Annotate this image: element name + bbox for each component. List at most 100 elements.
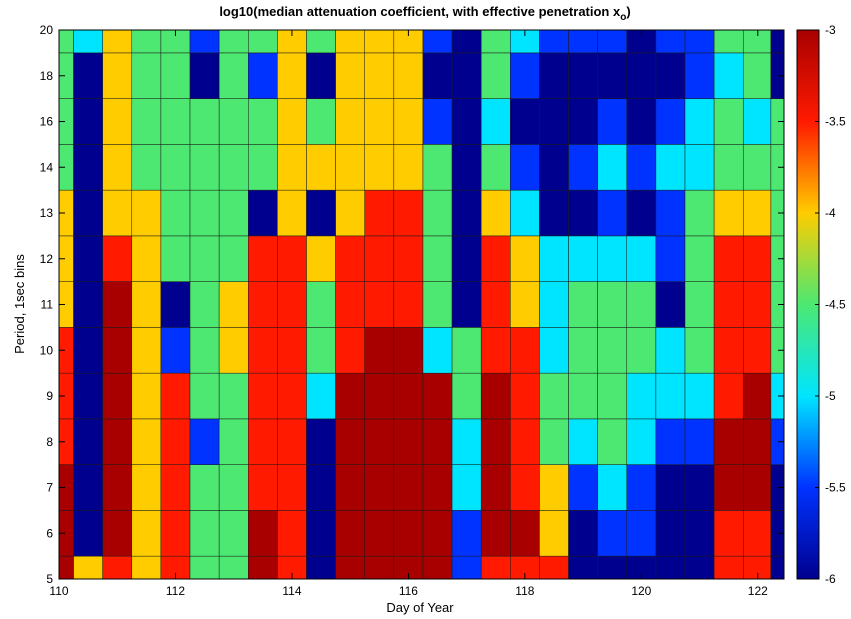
contour-cell: [510, 372, 540, 420]
contour-cell: [364, 464, 395, 511]
contour-cell: [597, 372, 628, 420]
contour-cell: [160, 281, 191, 328]
chart-title: log10(median attenuation coefficient, wi…: [219, 4, 630, 23]
contour-cell: [626, 464, 657, 511]
contour-cell: [102, 52, 133, 99]
contour-cell: [306, 418, 336, 465]
contour-cell: [58, 29, 74, 54]
contour-cell: [713, 555, 744, 580]
contour-cell: [218, 555, 249, 580]
contour-cell: [568, 372, 598, 420]
contour-cell: [742, 29, 772, 54]
contour-cell: [102, 29, 133, 54]
contour-cell: [218, 464, 249, 511]
contour-cell: [306, 510, 336, 557]
y-tick-label: 5: [46, 572, 53, 586]
contour-cell: [510, 281, 540, 328]
contour-cell: [277, 52, 307, 99]
contour-cell: [422, 98, 453, 145]
contour-cell: [306, 327, 336, 374]
contour-cell: [626, 510, 657, 557]
contour-cell: [655, 235, 686, 282]
contour-cell: [684, 52, 715, 99]
contour-cell: [684, 372, 715, 420]
contour-cell: [393, 418, 424, 465]
contour-cell: [248, 555, 278, 580]
y-tick-label: 9: [46, 389, 53, 403]
contour-cell: [189, 327, 220, 374]
contour-cell: [306, 372, 336, 420]
contour-cell: [597, 510, 628, 557]
contour-cell: [102, 464, 133, 511]
contour-cell: [539, 98, 569, 145]
contour-cell: [713, 235, 744, 282]
contour-cell: [568, 235, 598, 282]
contour-cell: [306, 464, 336, 511]
contour-cell: [335, 235, 365, 282]
contour-cell: [364, 555, 395, 580]
contour-cell: [539, 281, 569, 328]
y-tick-label: 13: [40, 206, 54, 220]
contour-cell: [451, 555, 482, 580]
contour-cell: [189, 555, 220, 580]
contour-cell: [684, 98, 715, 145]
contour-cell: [393, 98, 424, 145]
contour-cell: [248, 327, 278, 374]
contour-cell: [393, 189, 424, 237]
contour-cell: [422, 372, 453, 420]
contour-cell: [218, 235, 249, 282]
contour-cell: [160, 98, 191, 145]
contour-cell: [364, 510, 395, 557]
contour-cell: [393, 327, 424, 374]
contour-cell: [539, 29, 569, 54]
contour-cell: [131, 555, 162, 580]
contour-cell: [655, 281, 686, 328]
y-axis-ticks: 5 6 7 8 9 10 11 12 13 14 16 18 20: [40, 23, 784, 586]
contour-cell: [160, 418, 191, 465]
contour-cell: [510, 52, 540, 99]
contour-cell: [189, 281, 220, 328]
x-tick-label: 116: [399, 584, 418, 598]
contour-cell: [770, 555, 785, 580]
contour-cell: [277, 327, 307, 374]
contour-cell: [451, 144, 482, 191]
x-axis-ticks: 110 112 114 116 118 120 122: [49, 30, 768, 598]
contour-cell: [597, 327, 628, 374]
contour-cell: [306, 189, 336, 237]
contour-cell: [131, 464, 162, 511]
contour-cell: [248, 98, 278, 145]
y-tick-label: 12: [40, 252, 54, 266]
contour-cell: [626, 281, 657, 328]
contour-cell: [742, 98, 772, 145]
title-subscript: o: [620, 12, 626, 23]
contour-cell: [742, 189, 772, 237]
contour-cell: [364, 144, 395, 191]
contour-cell: [102, 144, 133, 191]
contour-cell: [218, 189, 249, 237]
contour-cell: [626, 372, 657, 420]
contour-cell: [510, 327, 540, 374]
contour-cell: [713, 418, 744, 465]
contour-cell: [626, 144, 657, 191]
contour-cell: [393, 235, 424, 282]
contour-cell: [568, 418, 598, 465]
contour-cell: [160, 327, 191, 374]
colorbar-tick-label: -3: [825, 23, 836, 37]
contour-cell: [480, 144, 511, 191]
contour-cell: [248, 281, 278, 328]
contour-cell: [335, 98, 365, 145]
contour-cell: [306, 235, 336, 282]
contour-cell: [626, 52, 657, 99]
contour-cell: [102, 281, 133, 328]
y-tick-label: 18: [40, 69, 54, 83]
colorbar-tick-label: -3.5: [825, 115, 846, 129]
contour-cell: [393, 510, 424, 557]
contour-cell: [451, 98, 482, 145]
contour-cell: [248, 418, 278, 465]
contour-cell: [189, 418, 220, 465]
contour-cell: [626, 235, 657, 282]
colorbar: -3 -3.5 -4 -4.5 -5 -5.5 -6: [796, 23, 846, 586]
contour-cell: [248, 144, 278, 191]
contour-cell: [655, 144, 686, 191]
contour-cell: [160, 235, 191, 282]
